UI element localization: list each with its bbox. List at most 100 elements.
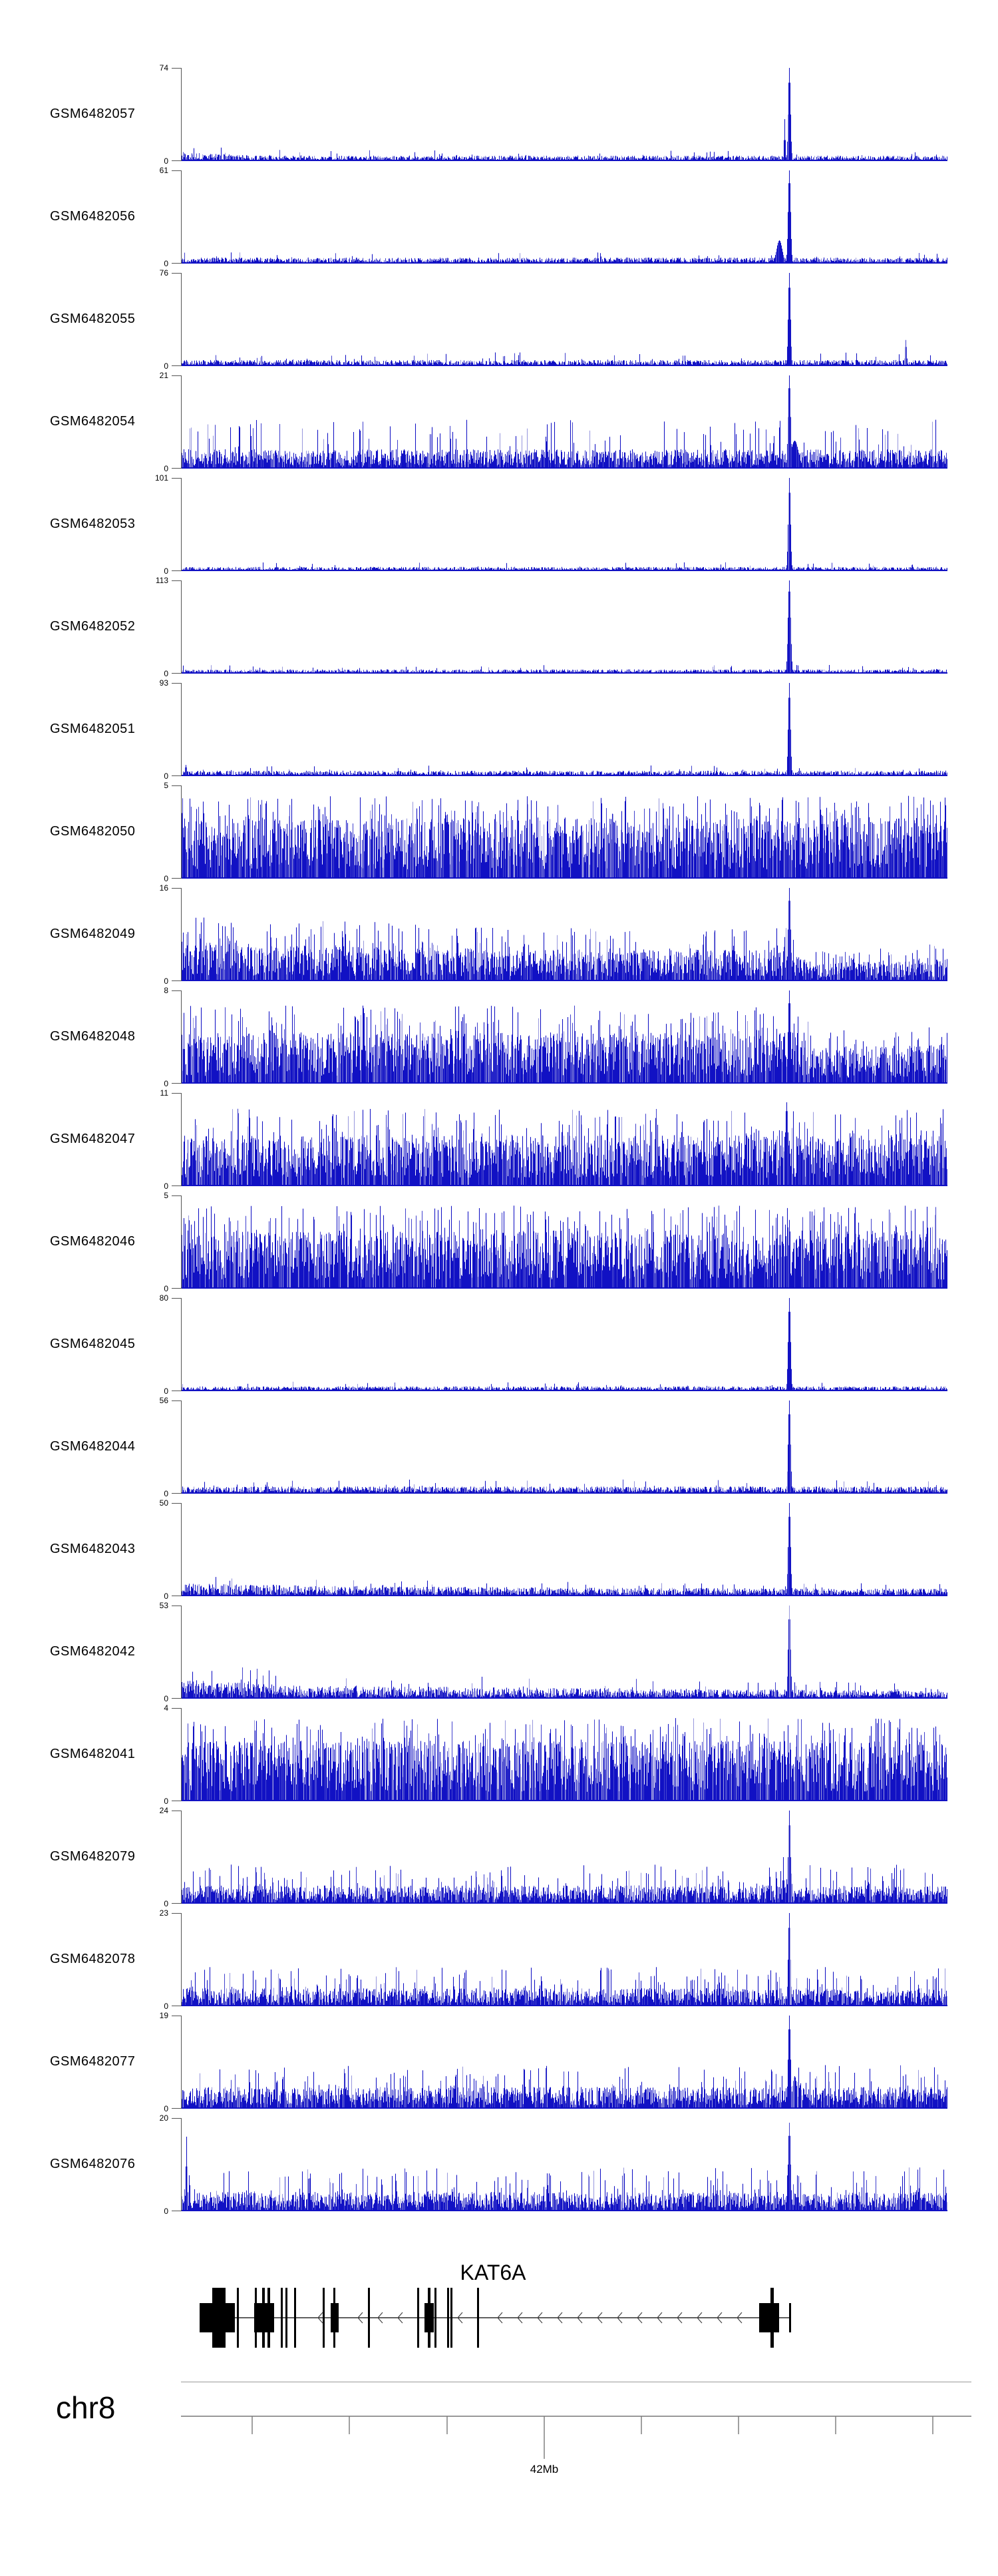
- signal-track-row: GSM6482052 113 0: [0, 571, 998, 678]
- sample-label: GSM6482054: [50, 414, 136, 429]
- coverage-signal: [182, 580, 947, 674]
- sample-label: GSM6482049: [50, 927, 136, 941]
- sample-label: GSM6482050: [50, 824, 136, 839]
- sample-label: GSM6482052: [50, 619, 136, 634]
- coverage-signal: [182, 888, 947, 981]
- sample-label: GSM6482042: [50, 1644, 136, 1659]
- sample-label: GSM6482056: [50, 209, 136, 224]
- y-axis-zero-label: 0: [164, 1284, 168, 1293]
- y-axis-max-label: 16: [159, 883, 168, 893]
- y-axis-zero-label: 0: [164, 1899, 168, 1908]
- y-axis-zero-label: 0: [164, 874, 168, 883]
- y-axis-zero-tick: [172, 365, 181, 366]
- track-plot-area: 80 0: [160, 1293, 947, 1396]
- y-axis-max-label: 50: [159, 1498, 168, 1508]
- signal-track-row: GSM6482050 5 0: [0, 776, 998, 883]
- y-axis-max-label: 76: [159, 268, 168, 278]
- y-axis-top-tick: [172, 273, 181, 274]
- y-axis-zero-tick: [172, 673, 181, 674]
- signal-track-row: GSM6482055 76 0: [0, 264, 998, 371]
- y-axis-zero-label: 0: [164, 1694, 168, 1703]
- signal-track-row: GSM6482077 19 0: [0, 2006, 998, 2113]
- sample-label: GSM6482043: [50, 1542, 136, 1556]
- coverage-signal: [182, 478, 947, 571]
- y-axis-zero-tick: [172, 1493, 181, 1494]
- y-axis-top-tick: [172, 170, 181, 171]
- y-axis-zero-label: 0: [164, 2002, 168, 2011]
- chromosome-label: chr8: [56, 2390, 116, 2425]
- coverage-signal: [182, 795, 947, 879]
- sample-label: GSM6482053: [50, 517, 136, 531]
- track-plot-area: 16 0: [160, 883, 947, 986]
- signal-track-row: GSM6482054 21 0: [0, 366, 998, 473]
- track-plot-area: 20 0: [160, 2113, 947, 2216]
- track-plot-area: 8 0: [164, 986, 947, 1088]
- sample-label: GSM6482057: [50, 107, 136, 121]
- y-axis-zero-tick: [172, 1288, 181, 1289]
- signal-track-row: GSM6482053 101 0: [0, 469, 998, 576]
- y-axis-max-label: 23: [159, 1908, 168, 1918]
- y-axis-max-label: 101: [154, 473, 168, 483]
- sample-label: GSM6482046: [50, 1234, 136, 1249]
- y-axis-top-tick: [172, 1400, 181, 1401]
- y-axis-top-tick: [172, 2118, 181, 2119]
- y-axis-zero-label: 0: [164, 2104, 168, 2113]
- y-axis-zero-label: 0: [164, 156, 168, 166]
- y-axis-max-label: 74: [159, 63, 168, 73]
- signal-track-row: GSM6482057 74 0: [0, 59, 998, 166]
- signal-track-row: GSM6482056 61 0: [0, 161, 998, 268]
- y-axis-top-tick: [172, 1708, 181, 1709]
- signal-track-row: GSM6482049 16 0: [0, 879, 998, 986]
- y-axis-zero-tick: [172, 1185, 181, 1186]
- sample-label: GSM6482055: [50, 312, 136, 326]
- y-axis-zero-tick: [172, 2108, 181, 2109]
- sample-label: GSM6482044: [50, 1439, 136, 1454]
- signal-track-row: GSM6482046 5 0: [0, 1186, 998, 1293]
- track-plot-area: 61 0: [160, 166, 947, 268]
- gene-model-track: [200, 2288, 791, 2348]
- signal-track-row: GSM6482051 93 0: [0, 674, 998, 781]
- track-plot-area: 113 0: [156, 576, 947, 678]
- coverage-signal: [182, 273, 947, 366]
- y-axis-zero-label: 0: [164, 2207, 168, 2216]
- y-axis-zero-tick: [172, 263, 181, 264]
- sample-label: GSM6482051: [50, 722, 136, 736]
- y-axis-max-label: 20: [159, 2113, 168, 2123]
- gene-name-label: KAT6A: [460, 2260, 526, 2284]
- y-axis-max-label: 113: [155, 576, 168, 585]
- y-axis-top-tick: [172, 1503, 181, 1504]
- y-axis-zero-tick: [172, 1698, 181, 1699]
- y-axis-zero-label: 0: [164, 976, 168, 986]
- y-axis-zero-label: 0: [164, 464, 168, 473]
- y-axis-zero-label: 0: [164, 1592, 168, 1601]
- coverage-signal: [182, 170, 947, 264]
- signal-track-row: GSM6482042 53 0: [0, 1596, 998, 1703]
- coverage-signal: [182, 1102, 947, 1186]
- y-axis-zero-label: 0: [164, 1797, 168, 1806]
- y-axis-zero-label: 0: [164, 1387, 168, 1396]
- sample-label: GSM6482045: [50, 1337, 136, 1351]
- y-axis-zero-tick: [172, 160, 181, 161]
- track-plot-area: 101 0: [155, 473, 947, 576]
- ruler-major-tick-label: 42Mb: [530, 2463, 559, 2475]
- track-plot-area: 53 0: [160, 1601, 947, 1703]
- y-axis-top-tick: [172, 478, 181, 479]
- coverage-signal: [182, 1811, 947, 1904]
- track-plot-area: 50 0: [160, 1498, 947, 1601]
- y-axis-zero-label: 0: [164, 361, 168, 371]
- track-plot-area: 74 0: [160, 63, 947, 166]
- coverage-signal: [182, 2016, 947, 2109]
- y-axis-top-tick: [172, 68, 181, 69]
- coverage-signal: [182, 1400, 947, 1494]
- y-axis-max-label: 24: [159, 1806, 168, 1815]
- y-axis-zero-tick: [172, 878, 181, 879]
- coverage-signal: [182, 1913, 947, 2006]
- coverage-signal: [182, 1298, 947, 1391]
- y-axis-zero-label: 0: [164, 259, 168, 268]
- y-axis-top-tick: [172, 1195, 181, 1196]
- sample-label: GSM6482076: [50, 2157, 136, 2171]
- coordinate-ruler: [181, 2416, 971, 2459]
- sample-label: GSM6482077: [50, 2054, 136, 2069]
- track-plot-area: 56 0: [160, 1396, 947, 1498]
- y-axis-zero-label: 0: [164, 771, 168, 781]
